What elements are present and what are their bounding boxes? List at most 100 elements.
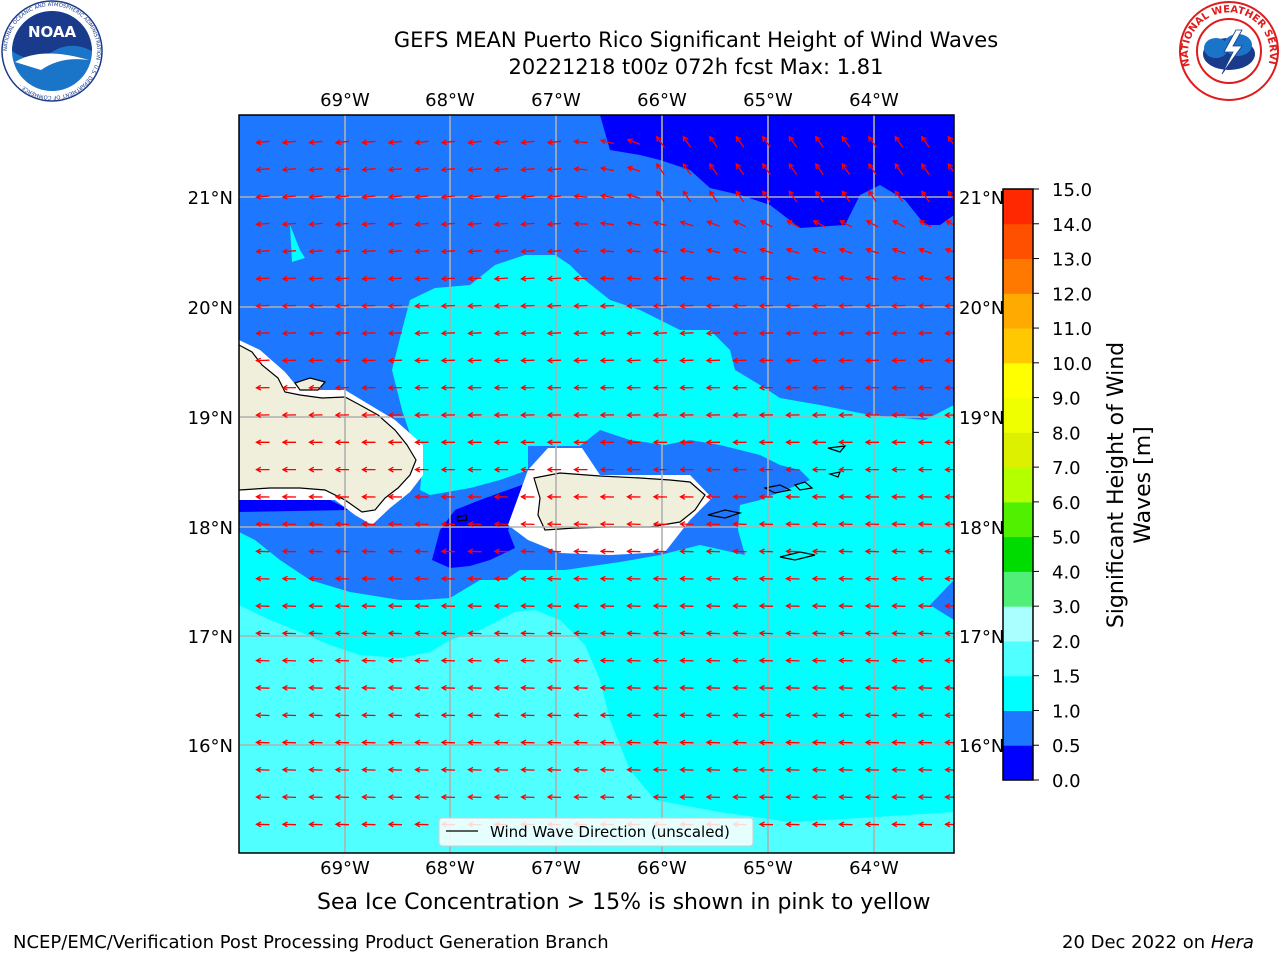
wind-arrow [759,220,773,228]
wind-arrow [599,138,614,145]
wind-arrow [864,357,880,364]
wind-arrow [679,493,694,500]
colorbar-tick-label: 12.0 [1052,284,1092,305]
wind-arrow [838,439,853,446]
wind-arrow [917,821,933,828]
wind-arrow [573,766,588,773]
lat-label-left: 19°N [188,408,233,429]
wind-arrow [467,657,482,664]
wind-arrow [467,248,482,255]
wind-arrow [705,630,721,637]
wind-arrow [334,302,350,309]
wind-arrow [652,603,668,609]
wind-arrow [493,548,509,555]
wind-arrow [255,412,270,418]
wind-arrow [838,412,853,418]
wind-arrow [652,220,667,227]
wind-arrow [493,603,509,609]
wind-arrow [334,630,350,637]
wind-arrow [520,275,535,282]
wind-arrow [735,162,745,175]
wind-arrow [573,138,588,145]
wind-arrow [520,575,535,582]
lat-label-right: 20°N [959,298,1004,319]
wind-arrow [493,521,509,528]
wind-arrow [573,684,588,691]
colorbar-segment [1003,640,1033,677]
wind-arrow [493,657,509,664]
wind-arrow [758,384,774,391]
wind-arrow [838,384,853,391]
wind-arrow [334,221,350,228]
wind-arrow [656,162,665,175]
lon-label-top: 66°W [637,90,687,111]
wind-arrow [652,794,668,801]
wind-arrow [917,603,933,609]
wind-arrow [944,657,954,664]
wind-arrow [361,548,376,555]
wind-arrow [387,766,403,773]
wind-arrow [758,521,774,528]
colorbar-tick-label: 9.0 [1052,389,1081,410]
wind-arrow [945,220,954,226]
wind-arrow [546,657,562,664]
wind-arrow [387,521,403,528]
wind-arrow [921,190,930,203]
wind-arrow [281,603,297,609]
wind-arrow [785,275,800,282]
wind-arrow [414,630,429,637]
wind-arrow [732,521,747,528]
wind-arrow [387,712,403,719]
wind-arrow [520,630,535,637]
land-vieques [707,509,743,519]
wind-arrow [440,657,456,664]
wind-arrow [546,330,562,337]
wind-arrow [841,190,851,203]
wind-arrow [281,657,297,664]
wind-arrow [599,739,615,746]
wind-arrow [758,275,773,282]
wind-arrow [599,684,615,691]
colorbar-tick-label: 5.0 [1052,528,1081,549]
wind-arrow [281,412,297,418]
wind-arrow [361,712,376,719]
wind-arrow [573,630,588,637]
wind-arrow [864,330,880,337]
wind-arrow [917,384,933,391]
wind-arrow [520,521,535,528]
wind-arrow [440,357,456,364]
wind-arrow [599,439,614,446]
wind-arrow [758,247,773,254]
wind-arrow [679,412,694,418]
wind-arrow [255,357,270,364]
wind-arrow [573,220,588,227]
wind-arrow [679,247,694,254]
wind-arrow [785,493,800,500]
lon-label-top: 65°W [743,90,793,111]
wind-arrow [520,384,535,391]
wind-arrow [467,493,482,500]
wind-arrow [891,493,906,500]
wind-arrow [467,575,482,582]
wind-arrow [546,575,562,582]
wind-arrow [281,766,297,773]
wind-arrow [921,135,930,148]
wind-arrow [679,466,694,473]
wind-arrow [917,657,933,664]
wind-arrow [440,766,456,773]
wind-arrow [520,712,535,719]
wind-arrow [944,794,954,801]
wind-arrow [334,657,350,664]
wind-arrow [815,135,824,148]
colorbar-tick-label: 11.0 [1052,319,1092,340]
wind-arrow [546,221,562,228]
wind-arrow [546,766,562,773]
wind-arrow [573,794,588,801]
wind-arrow [864,247,879,254]
wind-arrow [944,603,954,609]
wind-arrow [493,794,509,801]
wind-arrow [679,220,694,227]
wind-arrow [626,712,641,719]
wind-arrow [255,657,270,664]
wind-arrow [573,439,588,446]
